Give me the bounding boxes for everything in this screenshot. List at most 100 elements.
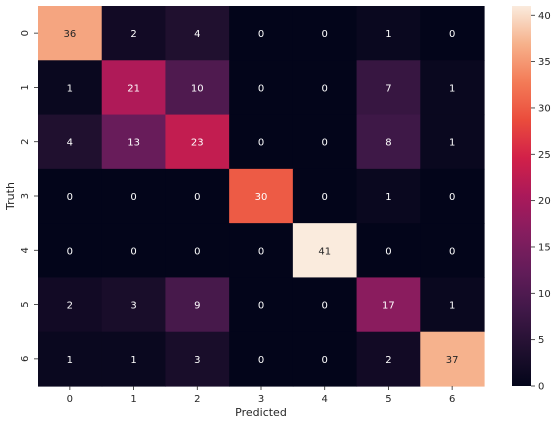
heatmap-cell-r5-c4 [292,277,358,333]
cell-value-label-r0-c6: 0 [449,29,455,40]
heatmap-cell-r2-c1 [101,114,167,170]
heatmap-cell-r2-c6 [420,114,485,170]
heatmap-cell-r0-c3 [229,6,294,61]
cell-value-label-r2-c4: 0 [322,138,328,149]
cell-value-label-r5-c2: 9 [194,301,200,312]
heatmap-cell-r6-c3 [229,331,294,387]
y-tick-label-6: 6 [20,356,31,362]
cell-value-label-r4-c3: 0 [258,246,264,257]
heatmap-cell-r2-c5 [356,114,421,170]
cell-value-label-r6-c3: 0 [258,355,264,366]
heatmap-cell-r5-c0 [38,277,103,333]
colorbar-tick-label-40: 40 [538,11,551,22]
heatmap-cell-r1-c2 [165,60,230,116]
colorbar-tick-label-0: 0 [538,382,544,393]
cell-value-label-r3-c4: 0 [322,192,328,203]
cell-value-label-r2-c2: 23 [191,138,204,149]
heatmap-cell-r2-c3 [229,114,294,170]
cell-value-label-r2-c3: 0 [258,138,264,149]
cell-value-label-r4-c0: 0 [67,246,73,257]
heatmap-cell-r6-c6 [420,331,485,387]
heatmap-cell-r5-c6 [420,277,485,333]
heatmap-cell-r5-c3 [229,277,294,333]
cell-value-label-r1-c2: 10 [191,83,204,94]
cell-value-label-r3-c5: 1 [385,192,391,203]
x-tick-label-2: 2 [194,394,200,405]
y-tick-label-4: 4 [20,247,31,253]
cell-value-label-r5-c0: 2 [67,301,73,312]
x-axis-ticks: 0 1 2 3 4 5 6 [67,386,455,405]
heatmap-cell-r3-c1 [101,168,167,224]
y-axis-label: Truth [4,182,17,211]
heatmap-cell-r6-c2 [165,331,230,387]
cell-value-label-r5-c5: 17 [382,301,395,312]
cell-value-label-r6-c5: 2 [385,355,391,366]
heatmap-cell-r5-c5 [356,277,421,333]
cell-value-label-r0-c1: 2 [130,29,136,40]
y-tick-label-2: 2 [20,139,31,145]
cell-value-label-r5-c4: 0 [322,301,328,312]
heatmap-cell-r4-c4 [292,223,358,279]
heatmap-cell-r2-c0 [38,114,103,170]
cell-value-label-r3-c6: 0 [449,192,455,203]
cell-value-label-r5-c1: 3 [130,301,136,312]
cell-value-label-r4-c5: 0 [385,246,391,257]
cell-value-label-r2-c5: 8 [385,138,391,149]
heatmap-cell-r4-c6 [420,223,485,279]
cell-value-label-r4-c4: 41 [318,246,331,257]
colorbar: 0 5 10 15 20 25 30 35 40 [512,6,551,393]
heatmap-cell-r6-c1 [101,331,167,387]
heatmap-cell-r5-c2 [165,277,230,333]
cell-value-label-r0-c5: 1 [385,29,391,40]
heatmap-cell-r1-c4 [292,60,358,116]
cell-value-label-r6-c4: 0 [322,355,328,366]
cell-value-label-r6-c0: 1 [67,355,73,366]
cell-value-label-r2-c1: 13 [127,138,140,149]
x-tick-label-5: 5 [385,394,391,405]
heatmap-cell-r0-c6 [420,6,485,61]
heatmap-cell-r0-c4 [292,6,358,61]
cell-value-label-r1-c3: 0 [258,83,264,94]
cell-value-label-r0-c3: 0 [258,29,264,40]
cell-value-label-r0-c4: 0 [322,29,328,40]
cell-value-label-r3-c0: 0 [67,192,73,203]
cell-value-label-r2-c6: 1 [449,138,455,149]
y-axis-ticks: 0 1 2 3 4 5 6 [20,30,38,362]
colorbar-tick-label-35: 35 [538,57,551,68]
cell-value-label-r2-c0: 4 [67,138,73,149]
cell-value-label-r3-c2: 0 [194,192,200,203]
y-tick-label-5: 5 [20,301,31,307]
cell-value-label-r5-c6: 1 [449,301,455,312]
cell-value-label-r1-c6: 1 [449,83,455,94]
cell-value-label-r0-c0: 36 [63,29,76,40]
y-tick-label-1: 1 [20,84,31,90]
heatmap-cell-r1-c0 [38,60,103,116]
heatmap-cell-r2-c2 [165,114,230,170]
heatmap-cell-r1-c5 [356,60,421,116]
heatmap-cell-r6-c0 [38,331,103,387]
x-axis-label: Predicted [235,406,287,419]
heatmap-cell-r6-c5 [356,331,421,387]
x-tick-label-0: 0 [67,394,73,405]
heatmap-cell-r1-c3 [229,60,294,116]
cell-value-label-r1-c0: 1 [67,83,73,94]
heatmap-cells: 36 2 4 0 0 1 01 21 10 0 0 7 14 13 23 0 0 8 10 0 0 30 0 1 00 0 0 0 41… [38,6,485,387]
heatmap-cell-r4-c0 [38,223,103,279]
cell-value-label-r4-c6: 0 [449,246,455,257]
cell-value-label-r1-c4: 0 [322,83,328,94]
heatmap-cell-r4-c1 [101,223,167,279]
heatmap-cell-r3-c3 [229,168,294,224]
colorbar-tick-label-10: 10 [538,289,551,300]
heatmap-cell-r3-c4 [292,168,358,224]
heatmap-cell-r3-c6 [420,168,485,224]
heatmap-cell-r4-c2 [165,223,230,279]
heatmap-cell-r0-c1 [101,6,167,61]
cell-value-label-r6-c6: 37 [446,355,459,366]
y-tick-label-0: 0 [20,30,31,36]
heatmap-cell-r1-c1 [101,60,167,116]
cell-value-label-r4-c1: 0 [130,246,136,257]
heatmap-cell-r3-c5 [356,168,421,224]
cell-value-label-r6-c2: 3 [194,355,200,366]
colorbar-tick-label-5: 5 [538,335,544,346]
